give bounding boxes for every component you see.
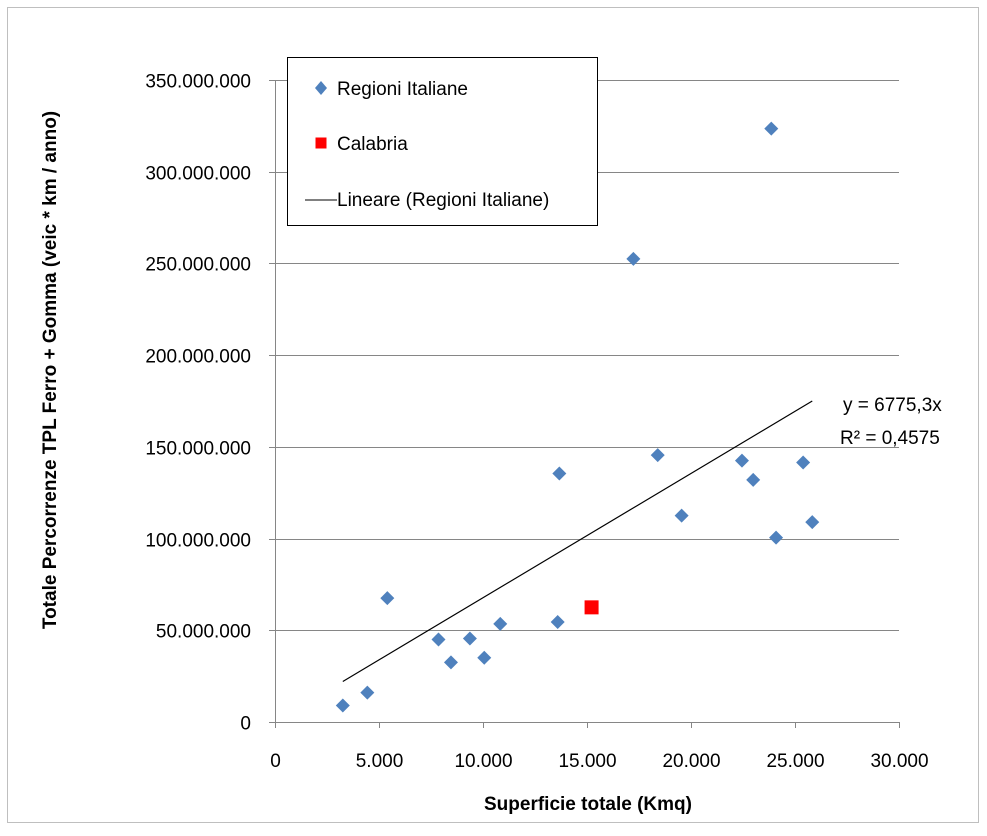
data-point-regioni <box>443 655 458 670</box>
data-point-regioni <box>431 632 446 647</box>
x-tick-label: 15.000 <box>558 751 616 772</box>
x-tick-label: 0 <box>270 751 281 772</box>
data-point-regioni <box>462 631 477 646</box>
x-tick-label: 25.000 <box>766 751 824 772</box>
x-tick-label: 20.000 <box>662 751 720 772</box>
x-tick-label: 5.000 <box>356 751 404 772</box>
data-point-regioni <box>674 508 689 523</box>
data-point-regioni <box>477 650 492 665</box>
tick-labels: 0 50.000.000 100.000.000 150.000.000 200.000… <box>145 72 928 773</box>
data-point-regioni <box>650 448 665 463</box>
y-axis-title: Totale Percorrenze TPL Ferro + Gomma (ve… <box>40 111 61 629</box>
y-tick-label: 50.000.000 <box>156 622 251 643</box>
y-tick-label: 350.000.000 <box>145 72 251 93</box>
data-points <box>335 121 820 713</box>
legend: Regioni Italiane Calabria Lineare (Regio… <box>287 57 598 226</box>
y-tick-label: 250.000.000 <box>145 255 251 276</box>
data-point-regioni <box>769 530 784 545</box>
data-point-regioni <box>552 466 567 481</box>
diamond-marker-icon <box>315 81 327 95</box>
data-point-regioni <box>360 685 375 700</box>
data-point-regioni <box>805 515 820 530</box>
trendline-layer <box>342 400 813 683</box>
legend-label-regioni: Regioni Italiane <box>337 79 468 100</box>
y-tick-label: 100.000.000 <box>145 531 251 552</box>
legend-item-calabria: Calabria <box>315 134 408 155</box>
legend-item-trendline: Lineare (Regioni Italiane) <box>305 190 549 211</box>
data-point-regioni <box>380 591 395 606</box>
data-point-regioni <box>734 453 749 468</box>
y-tick-label: 200.000.000 <box>145 347 251 368</box>
data-point-regioni <box>335 698 350 713</box>
x-tick-label: 10.000 <box>454 751 512 772</box>
data-point-regioni <box>764 121 779 136</box>
legend-label-trendline: Lineare (Regioni Italiane) <box>337 190 549 211</box>
data-point-regioni <box>796 455 811 470</box>
data-point-regioni <box>626 251 641 266</box>
axes <box>269 80 900 728</box>
x-tick-label: 30.000 <box>870 751 928 772</box>
legend-box <box>287 57 598 226</box>
y-tick-label: 150.000.000 <box>145 439 251 460</box>
legend-item-regioni: Regioni Italiane <box>315 79 468 100</box>
trendline-r-squared: R² = 0,4575 <box>840 428 940 449</box>
x-axis-title: Superficie totale (Kmq) <box>484 794 692 815</box>
trendline-equation: y = 6775,3x <box>843 395 942 416</box>
square-marker-icon <box>315 137 327 149</box>
data-point-regioni <box>746 472 761 487</box>
y-tick-label: 300.000.000 <box>145 164 251 185</box>
legend-label-calabria: Calabria <box>337 134 408 155</box>
data-point-regioni <box>550 615 565 630</box>
data-point-regioni <box>493 616 508 631</box>
trendline <box>342 400 813 683</box>
data-point-calabria <box>584 600 599 615</box>
y-tick-label: 0 <box>240 714 251 735</box>
